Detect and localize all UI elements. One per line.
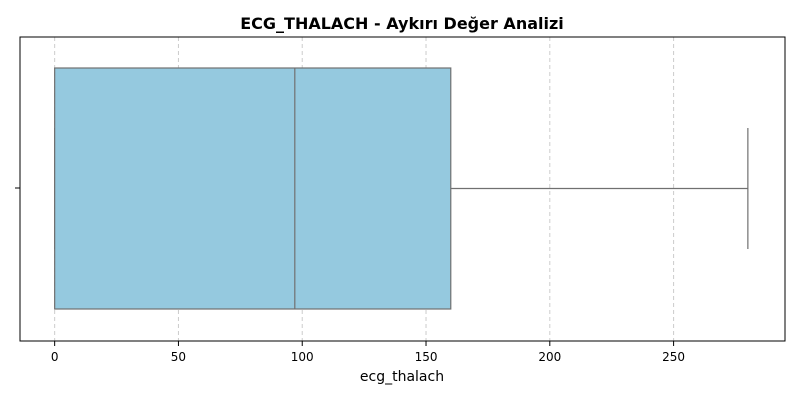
box-layer: [54, 67, 749, 310]
plot-frame: [19, 36, 786, 342]
iqr-box: [54, 67, 452, 310]
x-tick-label: 50: [171, 350, 186, 364]
x-tick-label: 200: [538, 350, 561, 364]
x-tick-label: 100: [291, 350, 314, 364]
chart-title: ECG_THALACH - Aykırı Değer Analizi: [240, 14, 564, 33]
x-tick-label: 0: [51, 350, 59, 364]
x-axis-label: ecg_thalach: [360, 369, 444, 385]
x-tick-label: 250: [662, 350, 685, 364]
x-tick-label: 150: [415, 350, 438, 364]
x-axis-ticks: 0 50 100 150 200 250: [51, 341, 685, 364]
